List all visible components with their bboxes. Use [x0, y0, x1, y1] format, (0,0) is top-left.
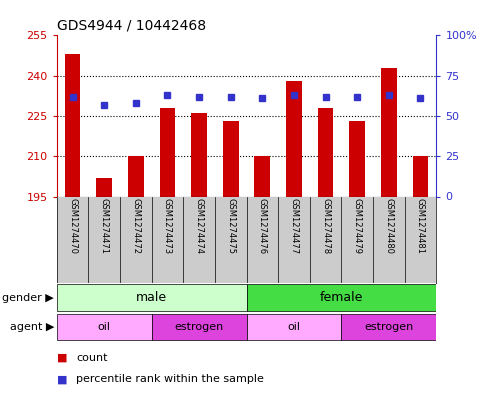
Text: GSM1274481: GSM1274481	[416, 198, 425, 254]
Text: percentile rank within the sample: percentile rank within the sample	[76, 374, 264, 384]
Bar	[413, 156, 428, 196]
Text: estrogen: estrogen	[364, 322, 414, 332]
Text: agent ▶: agent ▶	[10, 322, 54, 332]
Bar	[254, 156, 270, 196]
Bar	[223, 121, 239, 196]
Text: GSM1274477: GSM1274477	[289, 198, 298, 254]
Text: ■: ■	[57, 353, 67, 363]
Text: oil: oil	[98, 322, 110, 332]
Text: GSM1274475: GSM1274475	[226, 198, 235, 254]
Text: GSM1274471: GSM1274471	[100, 198, 108, 254]
Bar	[96, 178, 112, 196]
Text: GSM1274473: GSM1274473	[163, 198, 172, 254]
Bar	[350, 121, 365, 196]
Text: gender ▶: gender ▶	[2, 293, 54, 303]
Text: count: count	[76, 353, 108, 363]
Bar	[57, 314, 152, 340]
Bar	[246, 314, 341, 340]
Bar	[160, 108, 176, 196]
Bar	[246, 285, 436, 311]
Text: GSM1274476: GSM1274476	[258, 198, 267, 254]
Text: GSM1274472: GSM1274472	[131, 198, 141, 254]
Text: GSM1274480: GSM1274480	[385, 198, 393, 254]
Bar	[381, 68, 397, 196]
Bar	[128, 156, 143, 196]
Text: GDS4944 / 10442468: GDS4944 / 10442468	[57, 19, 206, 33]
Text: ■: ■	[57, 374, 67, 384]
Text: male: male	[136, 291, 167, 304]
Text: oil: oil	[287, 322, 300, 332]
Text: GSM1274474: GSM1274474	[195, 198, 204, 254]
Bar	[286, 81, 302, 196]
Text: estrogen: estrogen	[175, 322, 224, 332]
Bar	[57, 285, 246, 311]
Text: GSM1274479: GSM1274479	[352, 198, 362, 254]
Bar	[191, 113, 207, 196]
Bar	[341, 314, 436, 340]
Text: GSM1274478: GSM1274478	[321, 198, 330, 254]
Bar	[65, 54, 80, 196]
Text: GSM1274470: GSM1274470	[68, 198, 77, 254]
Bar	[152, 314, 246, 340]
Bar	[317, 108, 333, 196]
Text: female: female	[320, 291, 363, 304]
